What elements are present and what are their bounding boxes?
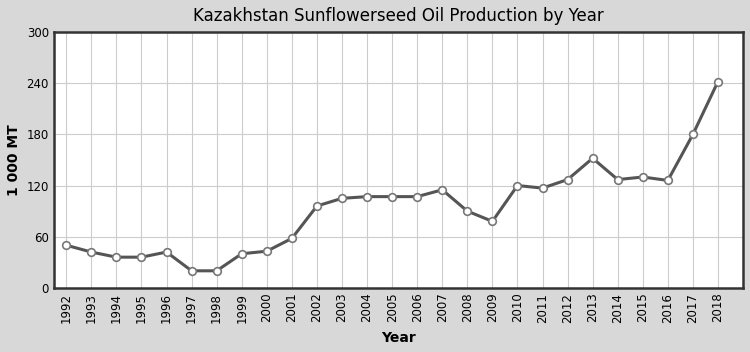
X-axis label: Year: Year — [381, 331, 416, 345]
Title: Kazakhstan Sunflowerseed Oil Production by Year: Kazakhstan Sunflowerseed Oil Production … — [193, 7, 604, 25]
Y-axis label: 1 000 MT: 1 000 MT — [7, 124, 21, 196]
